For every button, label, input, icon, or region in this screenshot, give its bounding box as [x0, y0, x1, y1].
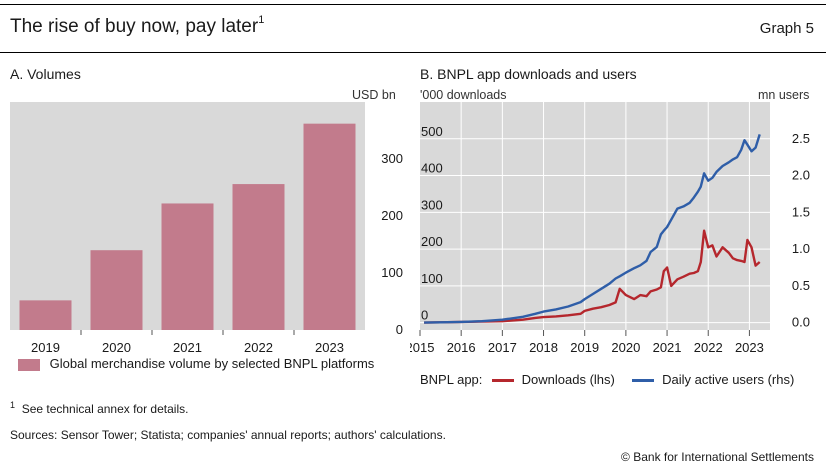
y-tick-label-300: 300 [381, 151, 403, 166]
y-left-tick-label-200: 200 [421, 234, 443, 249]
bar-2020 [90, 250, 143, 330]
x-tick-label-2023: 2023 [735, 340, 764, 355]
y-right-tick-label-2.5: 2.5 [792, 131, 810, 146]
x-tick-label-2016: 2016 [447, 340, 476, 355]
x-tick-label-2017: 2017 [488, 340, 517, 355]
panel-b-left-unit-label: '000 downloads [420, 88, 507, 102]
panel-b-chart: 0 100 200 300 400 500 0.0 0.5 1.0 1.5 2.0 2.5 2015… [410, 102, 810, 355]
y-right-tick-label-2.0: 2.0 [792, 168, 810, 183]
legend-downloads-swatch [492, 379, 515, 383]
footnote-1-text: See technical annex for details. [21, 402, 189, 416]
y-tick-label-0: 0 [396, 322, 403, 337]
legend-downloads-label: Downloads (lhs) [521, 372, 615, 387]
top-rule [0, 4, 826, 5]
y-tick-label-100: 100 [381, 265, 403, 280]
x-tick-label-2019: 2019 [31, 340, 60, 355]
graph-title: The rise of buy now, pay later1 [10, 14, 265, 38]
y-left-tick-label-400: 400 [421, 161, 443, 176]
y-right-tick-label-1.5: 1.5 [792, 204, 810, 219]
legend-prefix: BNPL app: [420, 372, 483, 387]
bar-2019 [19, 300, 72, 330]
title-rule [0, 52, 826, 53]
graph-title-text: The rise of buy now, pay later [10, 16, 259, 37]
legend-bar-label: Global merchandise volume by selected BN… [49, 356, 375, 371]
legend-bar-swatch [18, 358, 40, 371]
series-line-users [424, 134, 761, 324]
panel-a-unit-label: USD bn [352, 88, 396, 102]
y-right-tick-label-0.5: 0.5 [792, 278, 810, 293]
bar-2023 [303, 123, 356, 330]
bar-2022 [232, 184, 285, 330]
legend-users-swatch [632, 379, 655, 383]
legend-users-label: Daily active users (rhs) [662, 372, 795, 387]
panel-a-legend: Global merchandise volume by selected BN… [18, 356, 374, 371]
y-left-tick-label-100: 100 [421, 271, 443, 286]
series-line-downloads [424, 229, 761, 324]
sources-note: Sources: Sensor Tower; Statista; compani… [10, 428, 446, 442]
x-tick-label-2018: 2018 [529, 340, 558, 355]
panel-b-title: B. BNPL app downloads and users [420, 66, 637, 82]
x-tick-label-2021: 2021 [653, 340, 682, 355]
panel-b-legend: BNPL app: Downloads (lhs) Daily active u… [420, 372, 794, 387]
copyright-note: © Bank for International Settlements [621, 450, 814, 464]
y-left-tick-label-300: 300 [421, 197, 443, 212]
x-tick-label-2022: 2022 [244, 340, 273, 355]
bar-2021 [161, 203, 214, 330]
panel-a-title: A. Volumes [10, 66, 81, 82]
y-right-tick-label-1.0: 1.0 [792, 241, 810, 256]
y-tick-label-200: 200 [381, 208, 403, 223]
panel-b-right-unit-label: mn users [758, 88, 810, 102]
panel-b-plot-area [420, 102, 770, 330]
x-tick-label-2020: 2020 [102, 340, 131, 355]
x-tick-label-2023: 2023 [315, 340, 344, 355]
footnote-1-marker: 1 [10, 400, 16, 410]
x-tick-label-2019: 2019 [570, 340, 599, 355]
x-tick-label-2015: 2015 [410, 340, 434, 355]
y-left-tick-label-500: 500 [421, 124, 443, 139]
title-footnote-marker: 1 [258, 14, 265, 26]
x-tick-label-2020: 2020 [611, 340, 640, 355]
panel-a-chart: 0 100 200 300 2019 2020 2021 2022 2023 [10, 102, 403, 355]
footnote-1: 1 See technical annex for details. [10, 400, 188, 416]
y-left-tick-label-0: 0 [421, 308, 428, 323]
graph-number-label: Graph 5 [759, 20, 814, 37]
x-tick-label-2022: 2022 [694, 340, 723, 355]
x-tick-label-2021: 2021 [173, 340, 202, 355]
y-right-tick-label-0.0: 0.0 [792, 315, 810, 330]
